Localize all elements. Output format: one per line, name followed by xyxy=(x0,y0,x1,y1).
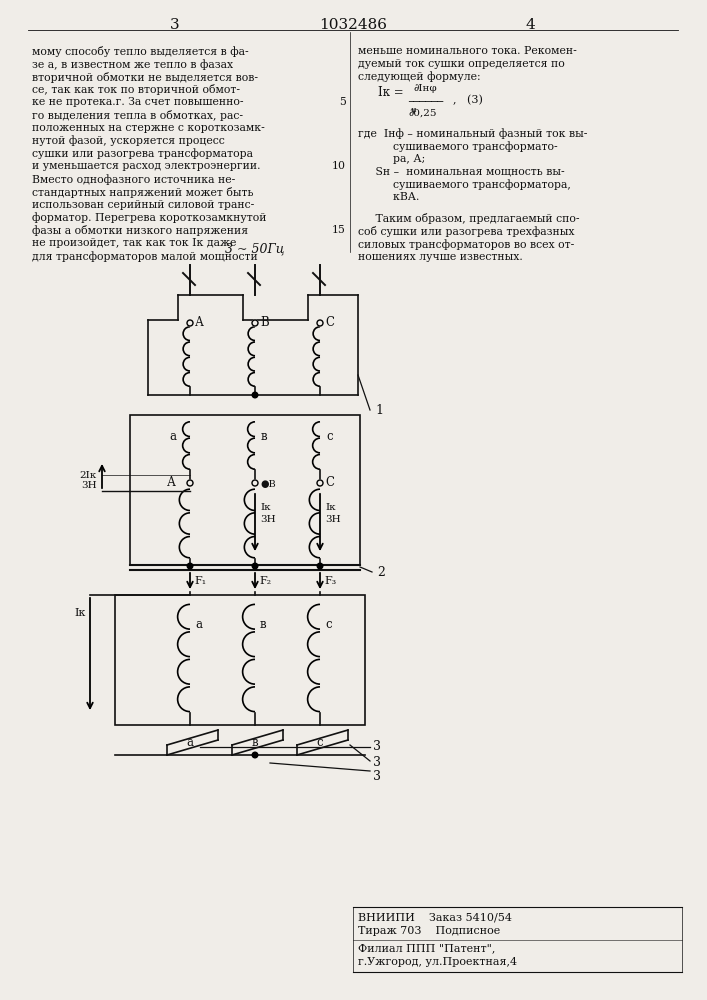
Text: Sн –  номинальная мощность вы-: Sн – номинальная мощность вы- xyxy=(358,167,565,177)
Text: го выделения тепла в обмотках, рас-: го выделения тепла в обмотках, рас- xyxy=(32,110,243,121)
Text: форматор. Перегрева короткозамкнутой: форматор. Перегрева короткозамкнутой xyxy=(32,212,267,223)
Text: 2Iк: 2Iк xyxy=(80,471,97,480)
Text: Iк: Iк xyxy=(75,608,86,618)
Text: Таким образом, предлагаемый спо-: Таким образом, предлагаемый спо- xyxy=(358,213,580,224)
Text: сушиваемого трансформато-: сушиваемого трансформато- xyxy=(358,141,558,152)
Text: а: а xyxy=(195,618,202,632)
Text: Iк: Iк xyxy=(260,504,271,512)
Text: Ϝ₃: Ϝ₃ xyxy=(324,576,337,586)
Text: 4: 4 xyxy=(525,18,535,32)
Circle shape xyxy=(252,480,258,486)
Text: соб сушки или разогрева трехфазных: соб сушки или разогрева трехфазных xyxy=(358,226,575,237)
Text: где  Iнф – номинальный фазный ток вы-: где Iнф – номинальный фазный ток вы- xyxy=(358,128,588,139)
Text: а: а xyxy=(169,430,176,442)
Text: дуемый ток сушки определяется по: дуемый ток сушки определяется по xyxy=(358,59,565,69)
Text: ∂Iнφ: ∂Iнφ xyxy=(413,84,437,93)
Text: 3Н: 3Н xyxy=(325,514,341,524)
Circle shape xyxy=(252,752,258,758)
Text: стандартных напряжений может быть: стандартных напряжений может быть xyxy=(32,187,254,198)
Text: с: с xyxy=(326,430,332,442)
Text: ра, А;: ра, А; xyxy=(358,154,425,164)
Text: 15: 15 xyxy=(332,225,346,235)
Text: Iк: Iк xyxy=(325,504,336,512)
Text: 3: 3 xyxy=(373,770,381,784)
Text: в: в xyxy=(261,430,268,442)
Text: 3Н: 3Н xyxy=(260,514,276,524)
Text: сушиваемого трансформатора,: сушиваемого трансформатора, xyxy=(358,180,571,190)
Text: нутой фазой, ускоряется процесс: нутой фазой, ускоряется процесс xyxy=(32,136,225,146)
Text: следующей формуле:: следующей формуле: xyxy=(358,72,481,82)
Circle shape xyxy=(317,563,323,569)
Text: меньше номинального тока. Рекомен-: меньше номинального тока. Рекомен- xyxy=(358,46,577,56)
Text: Iк =: Iк = xyxy=(378,86,404,99)
Text: Ϝ₂: Ϝ₂ xyxy=(259,576,271,586)
Text: вторичной обмотки не выделяется вов-: вторичной обмотки не выделяется вов- xyxy=(32,72,258,83)
Text: сушки или разогрева трансформатора: сушки или разогрева трансформатора xyxy=(32,148,253,159)
Text: 5: 5 xyxy=(339,97,346,107)
Circle shape xyxy=(252,563,258,569)
Circle shape xyxy=(187,320,193,326)
Bar xyxy=(130,415,360,565)
Text: ∂0,25: ∂0,25 xyxy=(408,108,436,117)
Text: с: с xyxy=(325,618,332,632)
Text: 3: 3 xyxy=(170,18,180,32)
Text: 1032486: 1032486 xyxy=(319,18,387,32)
Text: С: С xyxy=(325,477,334,489)
Text: положенных на стержне с короткозамк-: положенных на стержне с короткозамк- xyxy=(32,123,264,133)
Text: ке не протека.г. За счет повышенно-: ке не протека.г. За счет повышенно- xyxy=(32,97,243,107)
Circle shape xyxy=(317,320,323,326)
Circle shape xyxy=(187,480,193,486)
Circle shape xyxy=(252,392,258,398)
Text: Вместо однофазного источника не-: Вместо однофазного источника не- xyxy=(32,174,235,185)
Text: для трансформаторов малой мощности: для трансформаторов малой мощности xyxy=(32,251,258,262)
Text: 10: 10 xyxy=(332,161,346,171)
Text: а: а xyxy=(187,736,194,750)
Text: Тираж 703    Подписное: Тираж 703 Подписное xyxy=(358,926,501,936)
Text: зе а, в известном же тепло в фазах: зе а, в известном же тепло в фазах xyxy=(32,59,233,70)
Text: Филиал ППП "Патент",: Филиал ППП "Патент", xyxy=(358,943,496,953)
Text: фазы а обмотки низкого напряжения: фазы а обмотки низкого напряжения xyxy=(32,225,248,236)
Text: 1: 1 xyxy=(375,403,383,416)
Text: ношениях лучше известных.: ношениях лучше известных. xyxy=(358,252,522,262)
Circle shape xyxy=(317,480,323,486)
Text: се, так как ток по вторичной обмот-: се, так как ток по вторичной обмот- xyxy=(32,84,240,95)
Text: н: н xyxy=(411,106,416,114)
Text: 3: 3 xyxy=(373,740,381,754)
Text: 2: 2 xyxy=(377,566,385,578)
Text: 3 ~ 50Гц: 3 ~ 50Гц xyxy=(226,242,285,255)
Text: не произойдет, так как ток Iк даже: не произойдет, так как ток Iк даже xyxy=(32,238,236,248)
Text: кВА.: кВА. xyxy=(358,192,419,202)
Text: силовых трансформаторов во всех от-: силовых трансформаторов во всех от- xyxy=(358,239,574,250)
Text: ●В: ●В xyxy=(260,481,276,489)
Text: ──────: ────── xyxy=(408,98,443,107)
Text: г.Ужгород, ул.Проектная,4: г.Ужгород, ул.Проектная,4 xyxy=(358,957,517,967)
Text: ,   (3): , (3) xyxy=(453,94,483,105)
Text: использован серийный силовой транс-: использован серийный силовой транс- xyxy=(32,200,255,210)
Text: 3: 3 xyxy=(373,756,381,770)
Text: с: с xyxy=(317,736,323,750)
Text: Ϝ₁: Ϝ₁ xyxy=(194,576,206,586)
Text: В: В xyxy=(260,316,269,330)
Text: мому способу тепло выделяется в фа-: мому способу тепло выделяется в фа- xyxy=(32,46,249,57)
Circle shape xyxy=(187,563,193,569)
Text: в: в xyxy=(260,618,267,632)
Text: С: С xyxy=(325,316,334,330)
Text: 3Н: 3Н xyxy=(81,482,97,490)
Circle shape xyxy=(252,320,258,326)
Text: в: в xyxy=(252,736,258,750)
Bar xyxy=(115,595,365,725)
Text: ВНИИПИ    Заказ 5410/54: ВНИИПИ Заказ 5410/54 xyxy=(358,912,512,922)
Text: А: А xyxy=(195,316,204,330)
Text: А: А xyxy=(167,477,176,489)
Text: и уменьшается расход электроэнергии.: и уменьшается расход электроэнергии. xyxy=(32,161,260,171)
